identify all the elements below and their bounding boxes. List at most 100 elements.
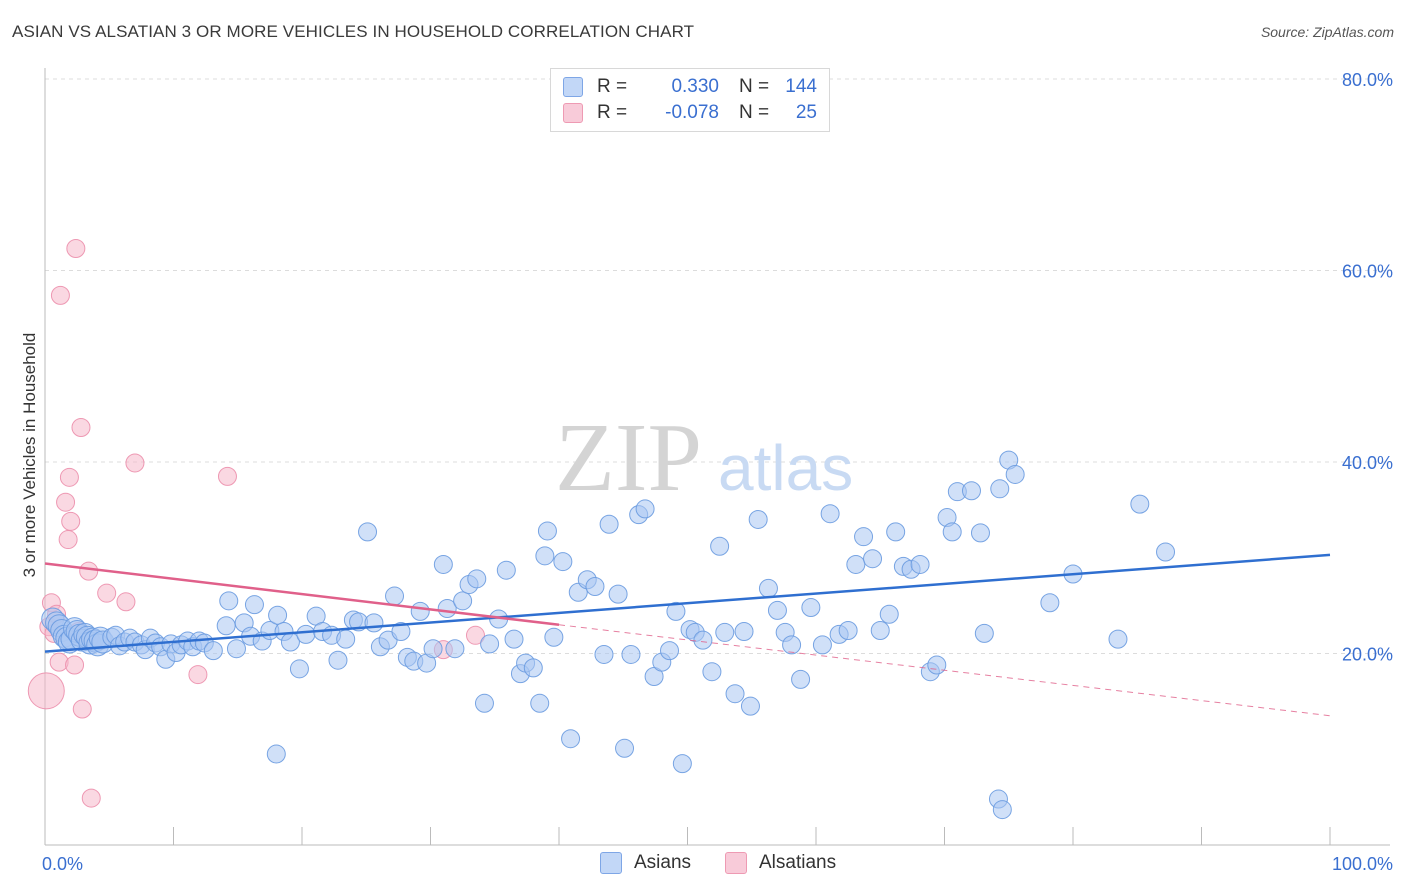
data-point-asians <box>594 644 614 664</box>
data-point-alsatians <box>56 492 76 512</box>
data-point-asians <box>767 600 787 620</box>
series-asians <box>41 450 1176 820</box>
data-point-asians <box>635 499 655 519</box>
data-point-alsatians <box>465 625 485 645</box>
data-point-asians <box>599 514 619 534</box>
data-point-alsatians <box>125 453 145 473</box>
legend-r-value: 0.330 <box>671 76 719 97</box>
data-point-asians <box>226 639 246 659</box>
correlation-legend: R = 0.330 N = 144 R = -0.078 N = 25 <box>550 68 830 132</box>
data-point-asians <box>715 622 735 642</box>
data-point-asians <box>725 684 745 704</box>
legend-n-label: N = <box>739 102 770 123</box>
data-point-asians <box>453 591 473 611</box>
data-point-asians <box>504 629 524 649</box>
data-point-alsatians <box>49 652 69 672</box>
data-point-asians <box>296 624 316 644</box>
data-point-alsatians <box>27 672 65 710</box>
data-point-asians <box>608 584 628 604</box>
data-point-asians <box>1156 542 1176 562</box>
legend-n-value: 25 <box>795 102 817 123</box>
legend-n-label: N = <box>739 76 770 97</box>
axes <box>44 68 1390 846</box>
data-point-asians <box>846 554 866 574</box>
data-point-alsatians <box>65 655 85 675</box>
data-point-asians <box>758 578 778 598</box>
data-point-asians <box>942 522 962 542</box>
y-axis-label: 3 or more Vehicles in Household <box>20 332 39 578</box>
data-point-asians <box>266 744 286 764</box>
data-point-asians <box>854 527 874 547</box>
y-tick-label: 40.0% <box>1342 453 1393 473</box>
data-point-asians <box>474 693 494 713</box>
legend-row-alsatians: R = -0.078 N = 25 <box>563 100 817 126</box>
data-point-asians <box>336 629 356 649</box>
data-point-asians <box>244 595 264 615</box>
data-point-asians <box>702 662 722 682</box>
y-tick-label: 20.0% <box>1342 645 1393 665</box>
data-point-asians <box>496 560 516 580</box>
data-point-asians <box>870 621 890 641</box>
data-point-asians <box>530 693 550 713</box>
chart-title: ASIAN VS ALSATIAN 3 OR MORE VEHICLES IN … <box>12 22 695 41</box>
data-point-asians <box>863 549 883 569</box>
data-point-alsatians <box>72 699 92 719</box>
data-point-alsatians <box>188 665 208 685</box>
data-point-asians <box>289 659 309 679</box>
x-tick-label: 100.0% <box>1332 854 1393 874</box>
data-point-asians <box>467 569 487 589</box>
legend-row-asians: R = 0.330 N = 144 <box>563 74 817 100</box>
chart-source: Source: ZipAtlas.com <box>1260 24 1394 40</box>
data-point-asians <box>782 635 802 655</box>
data-point-alsatians <box>97 583 117 603</box>
data-point-asians <box>615 738 635 758</box>
data-point-asians <box>544 627 564 647</box>
data-point-asians <box>203 641 223 661</box>
data-point-asians <box>838 621 858 641</box>
legend-swatch-asians <box>563 77 583 97</box>
data-point-asians <box>1108 629 1128 649</box>
legend-item-asians: Asians <box>600 852 691 874</box>
data-point-alsatians <box>81 788 101 808</box>
gridlines <box>45 78 1392 654</box>
y-tick-label: 60.0% <box>1342 262 1393 282</box>
trendline-asians <box>44 553 1331 653</box>
data-point-asians <box>621 644 641 664</box>
data-point-alsatians <box>71 418 91 438</box>
data-point-asians <box>385 586 405 606</box>
data-point-asians <box>268 605 288 625</box>
trendline-extension-alsatians <box>558 624 1331 717</box>
legend-swatch-asians <box>600 852 622 874</box>
data-point-asians <box>561 729 581 749</box>
data-point-asians <box>748 509 768 529</box>
data-point-asians <box>1040 593 1060 613</box>
legend-item-alsatians: Alsatians <box>725 852 836 874</box>
data-point-asians <box>216 616 236 636</box>
data-point-asians <box>364 613 384 633</box>
data-point-asians <box>734 621 754 641</box>
data-point-asians <box>480 634 500 654</box>
data-point-asians <box>961 481 981 501</box>
data-point-asians <box>219 591 239 611</box>
data-point-asians <box>710 536 730 556</box>
data-point-asians <box>927 655 947 675</box>
series-alsatians <box>27 238 485 808</box>
data-point-asians <box>666 601 686 621</box>
data-point-asians <box>886 522 906 542</box>
legend-label-asians: Asians <box>634 852 692 873</box>
data-point-asians <box>391 621 411 641</box>
data-point-asians <box>553 552 573 572</box>
data-point-asians <box>740 696 760 716</box>
data-point-asians <box>1005 464 1025 484</box>
data-point-alsatians <box>66 238 86 258</box>
data-point-asians <box>992 800 1012 820</box>
data-point-asians <box>791 669 811 689</box>
data-point-asians <box>693 630 713 650</box>
data-point-asians <box>585 576 605 596</box>
data-point-alsatians <box>59 467 79 487</box>
data-point-asians <box>535 546 555 566</box>
data-point-asians <box>433 554 453 574</box>
legend-swatch-alsatians <box>563 103 583 123</box>
data-point-asians <box>410 601 430 621</box>
y-tick-labels: 20.0% 40.0% 60.0% 80.0% <box>1342 70 1393 665</box>
